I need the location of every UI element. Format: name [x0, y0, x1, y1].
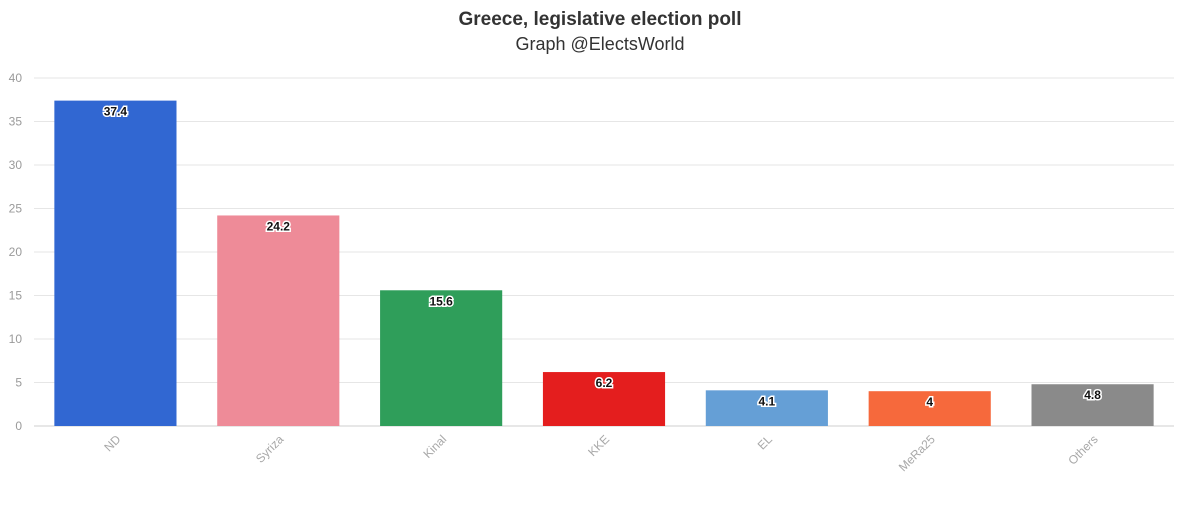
x-tick-label: EL: [755, 432, 776, 453]
chart-header: Greece, legislative election poll Graph …: [0, 8, 1200, 56]
y-tick-label: 15: [9, 289, 23, 303]
y-tick-label: 35: [9, 115, 23, 129]
y-tick-label: 10: [9, 332, 23, 346]
data-label: 4.1: [759, 394, 776, 408]
y-tick-label: 25: [9, 202, 23, 216]
x-tick-label: Kinal: [420, 432, 449, 461]
bar-el[interactable]: [705, 390, 828, 426]
y-tick-label: 40: [9, 71, 23, 85]
bar-kinal[interactable]: [380, 290, 503, 426]
x-tick-label: KKE: [585, 432, 612, 459]
x-tick-label: MeRa25: [896, 432, 938, 474]
data-label: 15.6: [429, 294, 453, 308]
y-tick-label: 0: [15, 419, 22, 433]
y-tick-label: 30: [9, 158, 23, 172]
y-tick-label: 5: [15, 376, 22, 390]
chart-title: Greece, legislative election poll: [458, 9, 742, 30]
x-axis: ND Syriza Kinal KKE EL MeRa25 Others: [101, 432, 1100, 474]
bar-nd[interactable]: [54, 100, 177, 427]
bar-kke[interactable]: [542, 372, 666, 426]
data-label: 6.2: [596, 376, 613, 390]
x-tick-label: ND: [101, 432, 123, 454]
chart-subtitle: Graph @ElectsWorld: [515, 34, 685, 54]
data-label: 37.4: [104, 105, 128, 119]
bar-mera25[interactable]: [868, 391, 991, 426]
x-tick-label: Syriza: [253, 432, 287, 466]
bar-syriza[interactable]: [217, 215, 340, 426]
data-labels: 37.4 24.2 15.6 6.2 4.1 4 4.8: [102, 103, 1102, 411]
data-label: 4.8: [1084, 388, 1101, 402]
bars: [54, 100, 1154, 427]
bar-others[interactable]: [1031, 384, 1154, 426]
x-tick-label: Others: [1065, 432, 1100, 467]
y-axis: 0 5 10 15 20 25 30 35 40: [9, 71, 23, 433]
data-label: 24.2: [267, 219, 291, 233]
y-tick-label: 20: [9, 245, 23, 259]
data-label: 4: [926, 395, 933, 409]
